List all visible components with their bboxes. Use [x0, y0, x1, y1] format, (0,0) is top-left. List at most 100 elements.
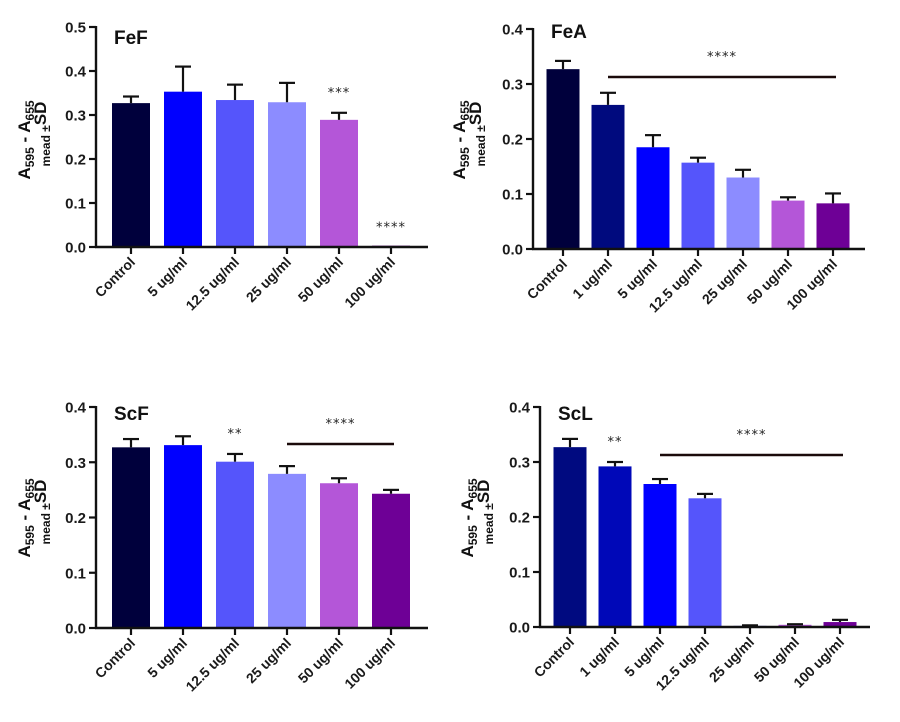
label-part: - [458, 511, 477, 525]
bar-1 [591, 104, 625, 250]
subscript: 595 [466, 525, 480, 545]
label-part: - [450, 133, 469, 147]
y-tick-label-4: 0.4 [65, 400, 87, 417]
label-part: A [15, 167, 34, 179]
label-part: mead ± [39, 125, 53, 167]
y-tick-label-1: 0.1 [502, 187, 523, 204]
bar-5 [771, 200, 805, 249]
bar-1 [598, 466, 632, 627]
bar-1 [164, 91, 202, 248]
label-part: A [450, 120, 469, 132]
subscript: 595 [23, 147, 37, 167]
category-label-1: 1 ug/ml [576, 634, 622, 680]
y-axis-label-main: A595 - A655 [15, 100, 37, 179]
subscript: 655 [466, 478, 480, 498]
category-label-0: Control [92, 635, 139, 682]
bar-0 [112, 447, 150, 628]
label-part: A [458, 545, 477, 557]
label-part: A [15, 498, 34, 510]
label-part: - [15, 133, 34, 147]
bar-2 [643, 484, 677, 627]
bar-3 [681, 162, 715, 249]
bar-6 [823, 622, 857, 627]
category-label-0: Control [531, 634, 578, 681]
y-axis-label-sub: mead ±SD [31, 102, 53, 167]
panel-title: ScL [558, 404, 593, 425]
category-label-2: 5 ug/ml [621, 634, 667, 680]
y-tick-label-4: 0.4 [65, 64, 87, 81]
significance-label-0: ** [228, 427, 243, 442]
label-part: mead ± [474, 125, 488, 167]
panel-title: ScF [114, 404, 149, 425]
category-label-1: 5 ug/ml [144, 254, 190, 300]
bar-2 [636, 147, 670, 249]
significance-label-1: **** [737, 428, 767, 443]
y-tick-label-3: 0.3 [65, 455, 86, 472]
panel-title: FeA [551, 22, 587, 43]
category-label-4: 50 ug/ml [295, 254, 346, 305]
label-part: A [458, 498, 477, 510]
y-tick-label-0: 0.0 [65, 240, 86, 257]
bar-1 [164, 445, 202, 628]
label-part: A [15, 120, 34, 132]
subscript: 595 [458, 147, 472, 167]
significance-label-1: **** [376, 221, 406, 236]
category-label-4: 50 ug/ml [295, 635, 346, 686]
y-tick-label-1: 0.1 [65, 565, 86, 582]
bar-2 [216, 100, 254, 247]
label-part: SD [466, 102, 485, 126]
y-axis-label-sub: mead ±SD [474, 480, 496, 545]
category-label-4: 25 ug/ml [706, 634, 757, 685]
category-label-5: 100 ug/ml [341, 635, 398, 692]
label-part: SD [31, 480, 50, 504]
y-axis-label-main: A595 - A655 [15, 478, 37, 557]
bar-4 [320, 483, 358, 628]
label-part: A [450, 167, 469, 179]
y-axis-label-main: A595 - A655 [458, 478, 480, 557]
category-label-4: 25 ug/ml [699, 256, 750, 307]
bar-2 [216, 461, 254, 628]
y-axis-label-sub: mead ±SD [31, 480, 53, 545]
y-tick-label-1: 0.1 [65, 196, 86, 213]
y-tick-label-3: 0.3 [65, 108, 86, 125]
label-part: mead ± [39, 503, 53, 545]
label-part: SD [31, 102, 50, 126]
bar-4 [726, 177, 760, 249]
label-part: A [15, 545, 34, 557]
subscript: 655 [458, 100, 472, 120]
y-tick-label-2: 0.2 [502, 132, 523, 149]
label-part: - [15, 511, 34, 525]
y-tick-label-4: 0.4 [502, 22, 524, 39]
category-label-5: 100 ug/ml [341, 254, 398, 311]
y-tick-label-2: 0.2 [509, 510, 530, 527]
bar-3 [268, 473, 306, 628]
category-label-2: 12.5 ug/ml [182, 635, 242, 695]
category-label-0: Control [524, 256, 571, 303]
significance-label-1: **** [326, 417, 356, 432]
y-axis-label-sub: mead ±SD [466, 102, 488, 167]
category-label-2: 5 ug/ml [614, 256, 660, 302]
bar-3 [268, 102, 306, 248]
significance-label-0: ** [608, 435, 623, 450]
category-label-0: Control [92, 254, 139, 301]
y-tick-label-0: 0.0 [509, 620, 530, 637]
y-tick-label-0: 0.0 [65, 621, 86, 638]
subscript: 655 [23, 478, 37, 498]
y-tick-label-0: 0.0 [502, 242, 523, 259]
bar-6 [816, 203, 850, 249]
panel-title: FeF [114, 28, 148, 49]
category-label-3: 25 ug/ml [243, 254, 294, 305]
y-tick-label-1: 0.1 [509, 565, 530, 582]
y-axis-label-main: A595 - A655 [450, 100, 472, 179]
y-tick-label-3: 0.3 [509, 455, 530, 472]
category-label-3: 25 ug/ml [243, 635, 294, 686]
bar-5 [372, 493, 410, 628]
category-label-2: 12.5 ug/ml [182, 254, 242, 314]
